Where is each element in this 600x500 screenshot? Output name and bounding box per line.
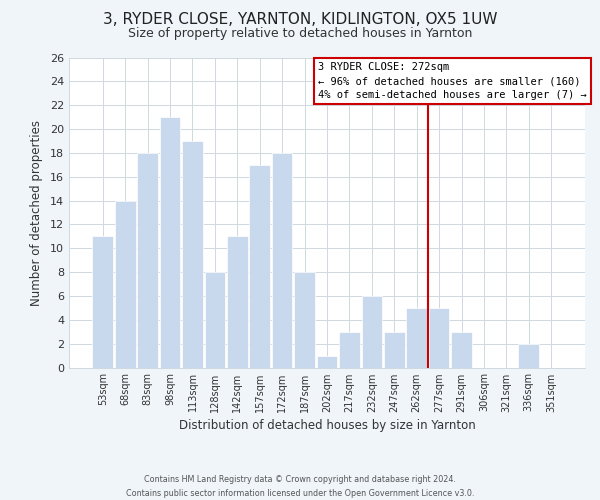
Bar — [205, 272, 225, 368]
Bar — [227, 236, 248, 368]
Bar — [362, 296, 382, 368]
Bar — [250, 165, 270, 368]
Bar — [406, 308, 427, 368]
Bar — [294, 272, 315, 368]
Bar — [115, 200, 136, 368]
Bar — [272, 153, 292, 368]
Bar — [137, 153, 158, 368]
Bar — [384, 332, 404, 368]
Text: Contains HM Land Registry data © Crown copyright and database right 2024.
Contai: Contains HM Land Registry data © Crown c… — [126, 476, 474, 498]
Bar — [518, 344, 539, 367]
Text: Size of property relative to detached houses in Yarnton: Size of property relative to detached ho… — [128, 28, 472, 40]
Bar — [160, 117, 181, 368]
Bar — [451, 332, 472, 368]
Bar — [317, 356, 337, 368]
Text: 3 RYDER CLOSE: 272sqm
← 96% of detached houses are smaller (160)
4% of semi-deta: 3 RYDER CLOSE: 272sqm ← 96% of detached … — [318, 62, 587, 100]
Bar — [339, 332, 360, 368]
Bar — [92, 236, 113, 368]
X-axis label: Distribution of detached houses by size in Yarnton: Distribution of detached houses by size … — [179, 419, 475, 432]
Bar — [182, 141, 203, 368]
Text: 3, RYDER CLOSE, YARNTON, KIDLINGTON, OX5 1UW: 3, RYDER CLOSE, YARNTON, KIDLINGTON, OX5… — [103, 12, 497, 28]
Y-axis label: Number of detached properties: Number of detached properties — [30, 120, 43, 306]
Bar — [429, 308, 449, 368]
